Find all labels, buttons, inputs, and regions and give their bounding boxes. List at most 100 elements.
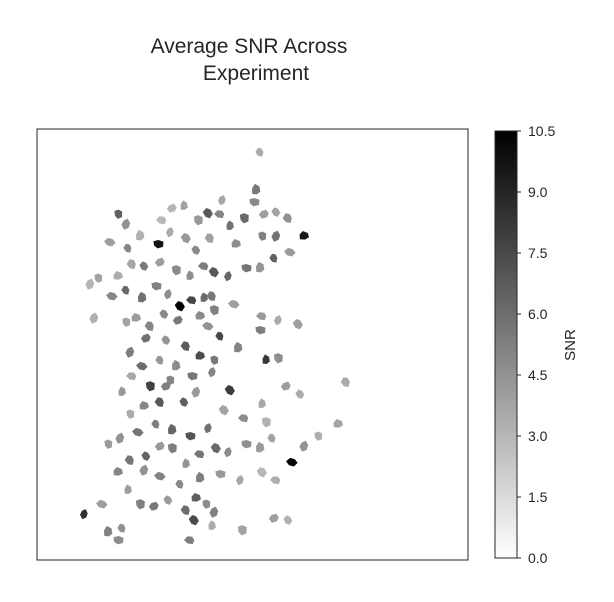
roi-cell: [261, 417, 271, 428]
roi-cell: [241, 440, 252, 449]
roi-cell: [154, 471, 166, 481]
roi-cell: [256, 312, 267, 321]
roi-cell: [206, 291, 216, 301]
roi-cell: [208, 367, 216, 378]
colorbar-ticks: 0.0 1.5 3.0 4.5 6.0 7.5 9.0 10.5: [517, 123, 555, 566]
roi-cell: [234, 341, 243, 353]
roi-cell: [96, 499, 108, 509]
roi-cell: [202, 208, 213, 219]
roi-cell: [113, 271, 123, 280]
roi-cell: [167, 443, 177, 454]
roi-cell: [195, 311, 205, 320]
roi-cell: [154, 257, 165, 267]
roi-cell: [268, 513, 279, 523]
roi-cell: [156, 216, 167, 225]
roi-cell: [171, 265, 181, 276]
roi-cell: [166, 227, 174, 238]
roi-cell: [126, 259, 136, 269]
roi-cell: [215, 470, 226, 479]
roi-cell: [121, 218, 131, 230]
roi-cell: [154, 441, 165, 451]
roi-cell: [121, 285, 130, 295]
roi-cell: [85, 278, 95, 290]
roi-cell: [172, 359, 181, 371]
roi-cell: [269, 253, 278, 263]
roi-cell: [194, 450, 205, 459]
roi-cell: [314, 431, 323, 441]
roi-cell: [188, 515, 199, 526]
roi-cell: [210, 443, 221, 454]
roi-cell: [148, 501, 159, 511]
roi-cell: [125, 346, 135, 358]
roi-cell: [198, 262, 209, 271]
chart-title-line-2: Experiment: [203, 62, 309, 85]
roi-cell: [299, 231, 309, 240]
roi-cell: [283, 515, 293, 525]
roi-cell: [340, 377, 350, 387]
roi-cell: [126, 372, 137, 381]
roi-cell: [186, 296, 197, 305]
roi-cell: [191, 245, 201, 255]
roi-cell: [166, 203, 177, 213]
roi-cell: [295, 389, 305, 399]
roi-cell: [174, 301, 185, 312]
roi-cell: [284, 247, 296, 257]
roi-cell: [168, 423, 177, 435]
roi-cell: [208, 520, 216, 530]
roi-cell: [117, 523, 126, 533]
roi-cell: [151, 282, 162, 291]
roi-cell: [151, 419, 160, 429]
chart-title-line-1: Average SNR Across: [151, 35, 348, 58]
roi-cell: [236, 475, 244, 486]
roi-cell: [255, 147, 264, 157]
roi-cell: [256, 261, 265, 273]
roi-cell: [228, 299, 240, 309]
roi-cell: [80, 509, 88, 520]
roi-cell: [237, 525, 247, 536]
roi-cell: [241, 264, 252, 273]
roi-cell: [231, 239, 241, 248]
roi-cell: [187, 372, 198, 381]
roi-cell: [215, 331, 224, 341]
roi-cell: [226, 220, 234, 230]
roi-cell: [299, 440, 309, 452]
roi-cell: [138, 291, 147, 303]
colorbar-tick-label: 9.0: [528, 184, 548, 200]
roi-cell: [218, 195, 226, 206]
roi-cell: [139, 464, 149, 476]
roi-cell: [185, 432, 196, 441]
roi-cell: [202, 321, 214, 331]
roi-cell: [280, 381, 291, 391]
roi-cell: [104, 237, 116, 247]
roi-cell: [202, 499, 211, 509]
roi-cell: [184, 536, 195, 545]
roi-cell: [252, 183, 261, 195]
roi-cell: [210, 355, 219, 365]
roi-cell: [153, 240, 164, 249]
roi-cell: [224, 447, 232, 458]
roi-cell: [136, 229, 145, 241]
roi-cell: [186, 270, 194, 280]
roi-cell: [124, 484, 132, 494]
roi-cell: [256, 467, 267, 478]
roi-cell: [255, 326, 266, 335]
roi-cell: [218, 405, 229, 416]
roi-cell: [145, 381, 155, 392]
roi-cell: [286, 457, 298, 467]
roi-cell: [282, 213, 292, 223]
roi-cell: [144, 321, 154, 331]
roi-cell: [238, 414, 249, 423]
roi-cell: [270, 476, 281, 485]
roi-cell: [126, 409, 135, 419]
roi-cell: [274, 315, 282, 326]
roi-cell: [94, 273, 103, 283]
colorbar-tick-label: 6.0: [528, 306, 548, 322]
roi-cell: [256, 441, 265, 453]
roi-cell: [172, 315, 183, 325]
roi-cell: [159, 309, 169, 319]
roi-cell: [267, 433, 276, 443]
roi-cell: [118, 386, 126, 396]
roi-cell: [191, 493, 201, 502]
roi-cell: [239, 213, 249, 224]
